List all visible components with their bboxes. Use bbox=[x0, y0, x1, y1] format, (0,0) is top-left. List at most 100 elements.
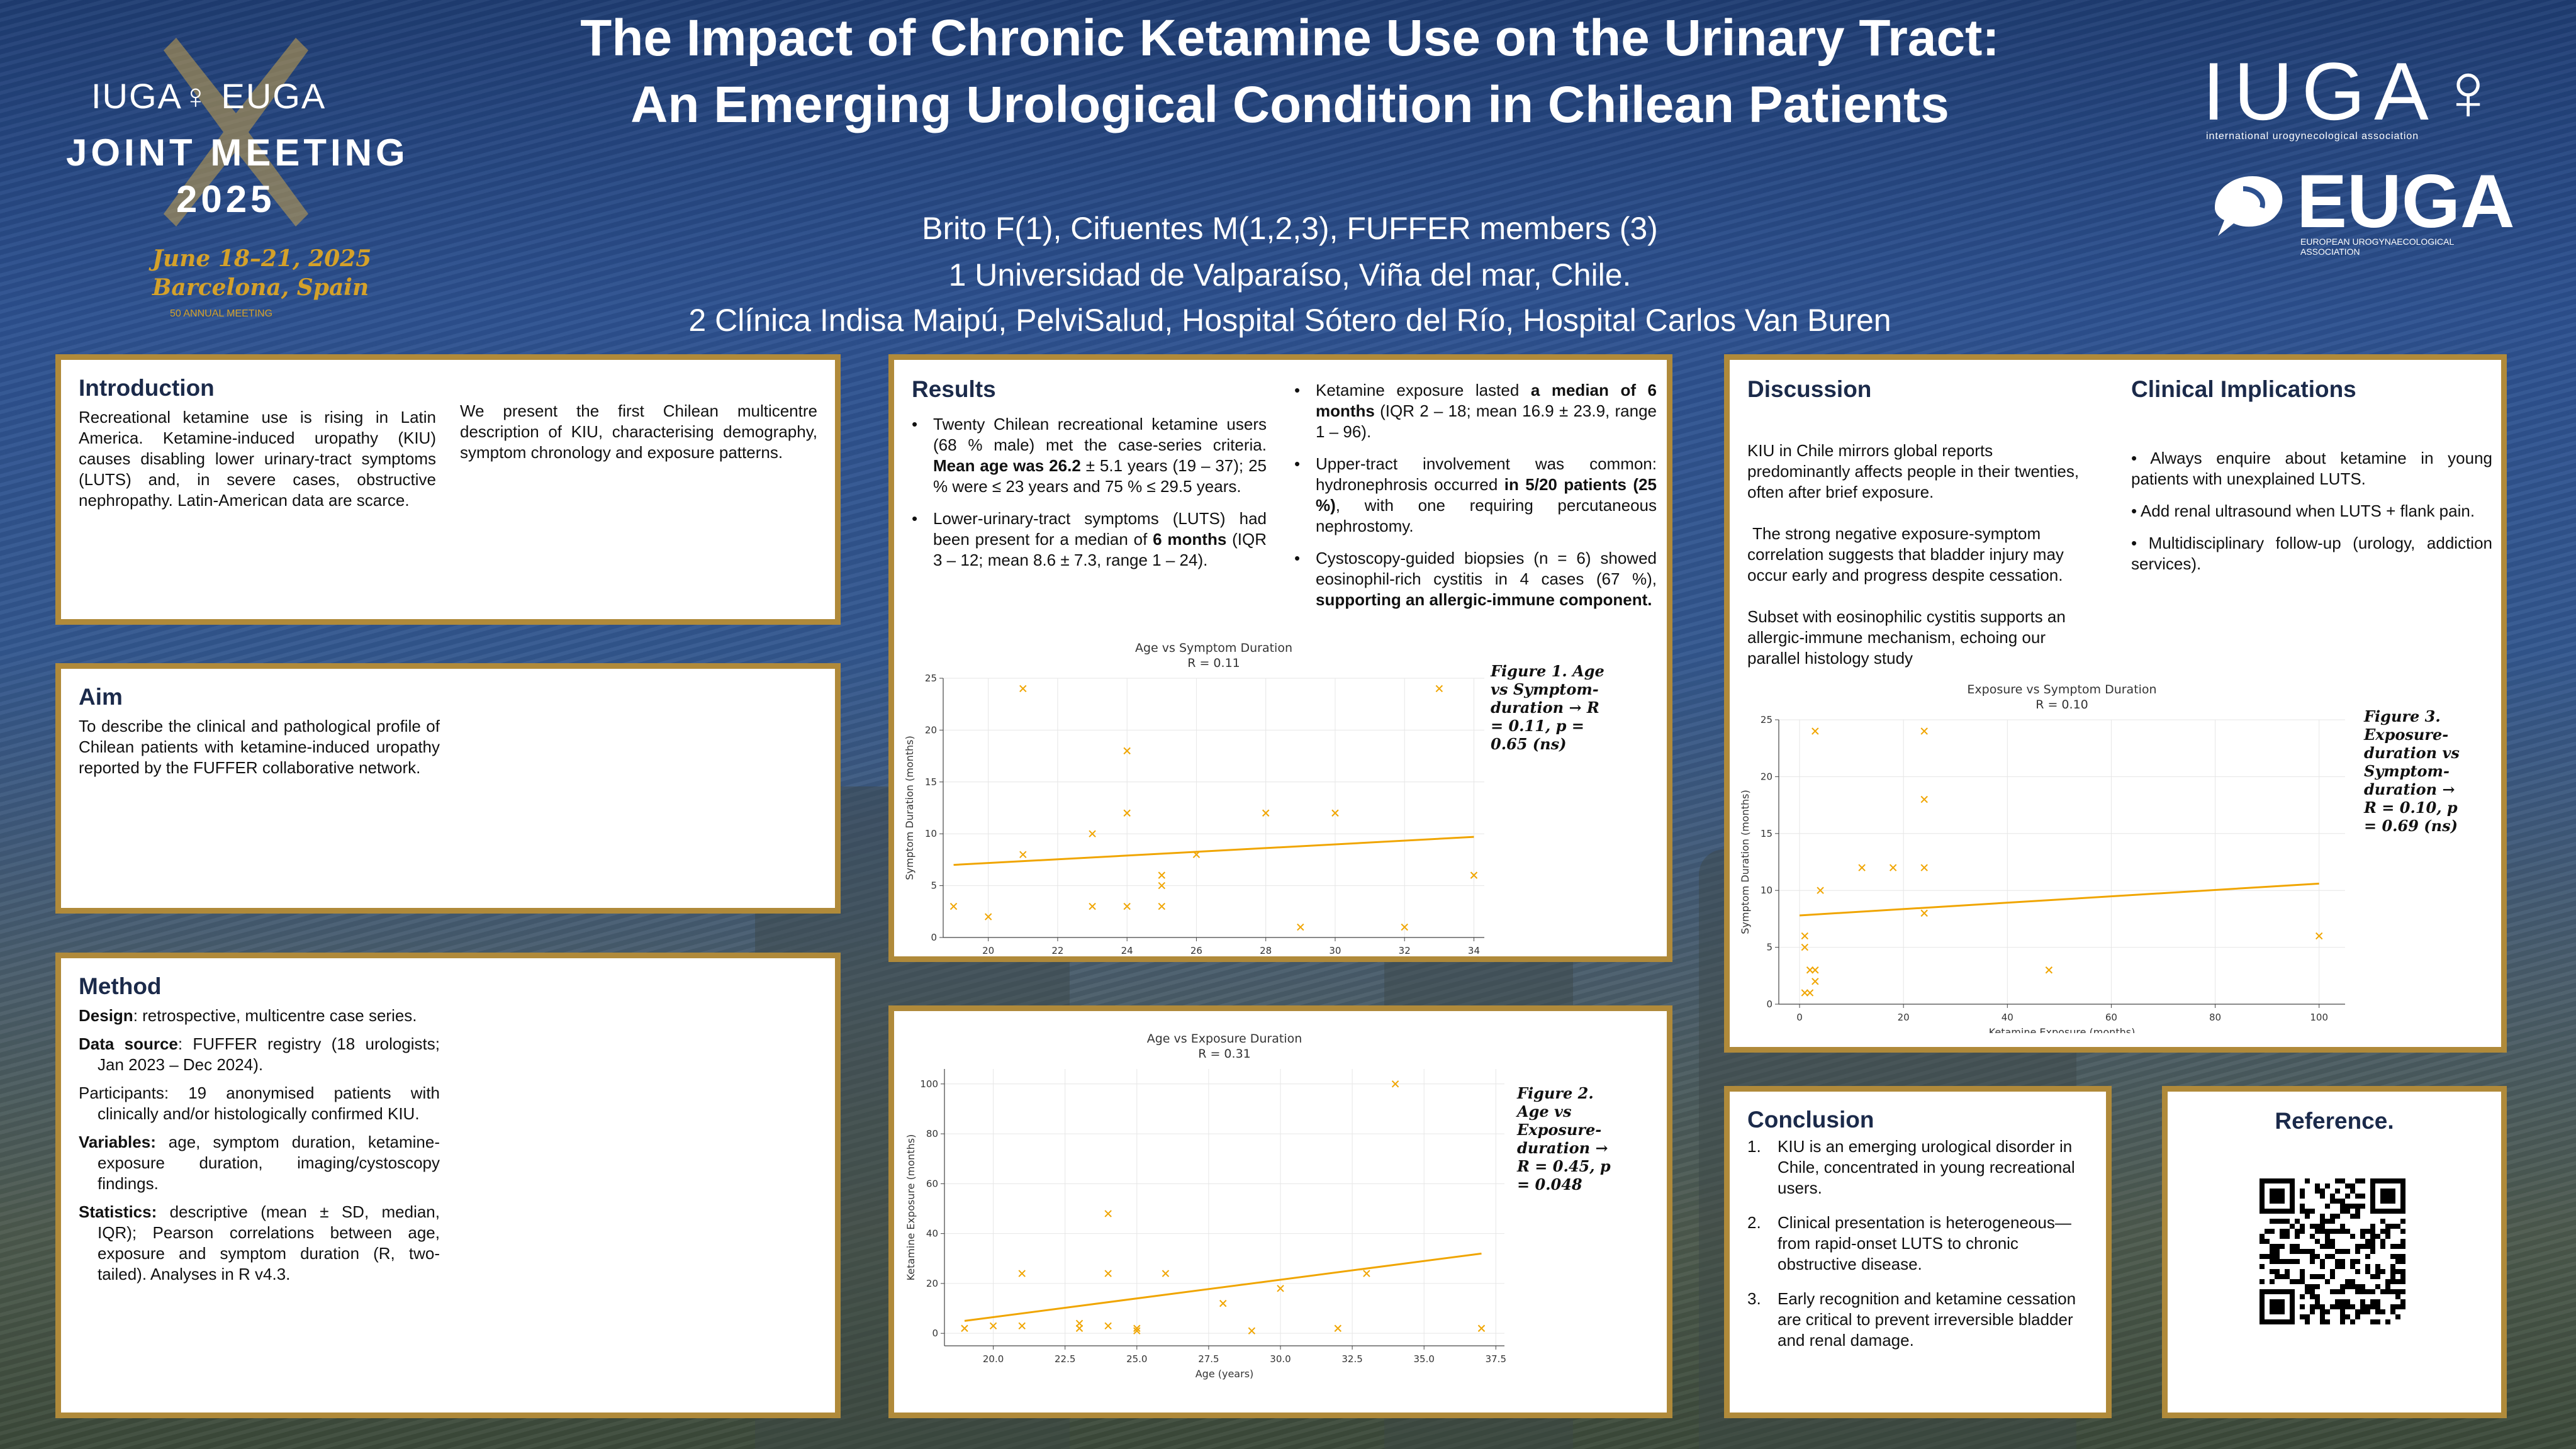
data-point bbox=[1363, 1270, 1370, 1277]
qr-module bbox=[2285, 1269, 2290, 1274]
y-tick-label: 60 bbox=[926, 1178, 938, 1189]
qr-module bbox=[2280, 1244, 2285, 1249]
qr-module bbox=[2370, 1244, 2375, 1249]
y-tick-label: 5 bbox=[931, 880, 937, 892]
qr-module bbox=[2280, 1259, 2285, 1264]
y-tick-label: 0 bbox=[932, 1328, 938, 1339]
qr-module bbox=[2305, 1214, 2310, 1219]
qr-module bbox=[2310, 1224, 2315, 1229]
data-point bbox=[1018, 1322, 1026, 1329]
y-tick-label: 20 bbox=[925, 724, 937, 736]
qr-module bbox=[2325, 1309, 2330, 1314]
qr-module bbox=[2340, 1224, 2345, 1229]
method-participants: Participants: 19 anonymised patients wit… bbox=[79, 1083, 440, 1123]
chart-subtitle: R = 0.31 bbox=[1198, 1047, 1251, 1061]
qr-module bbox=[2360, 1204, 2365, 1209]
qr-module bbox=[2345, 1249, 2350, 1254]
qr-module bbox=[2260, 1279, 2265, 1284]
qr-module bbox=[2400, 1254, 2405, 1259]
x-tick-label: 60 bbox=[2105, 1012, 2117, 1023]
qr-module bbox=[2400, 1219, 2405, 1224]
qr-module bbox=[2350, 1183, 2355, 1189]
iuga-euga-logo: IUGA♀ international urogynecological ass… bbox=[2202, 45, 2515, 264]
data-point bbox=[1920, 795, 1928, 803]
method-title: Method bbox=[79, 973, 162, 999]
qr-module bbox=[2375, 1264, 2380, 1269]
qr-module bbox=[2330, 1239, 2335, 1244]
data-point bbox=[1920, 864, 1928, 871]
qr-module bbox=[2275, 1219, 2280, 1224]
results-title: Results bbox=[912, 376, 996, 402]
qr-module bbox=[2285, 1259, 2290, 1264]
qr-module bbox=[2385, 1279, 2390, 1284]
qr-module bbox=[2280, 1229, 2285, 1234]
qr-module bbox=[2310, 1274, 2315, 1279]
x-tick-label: 37.5 bbox=[1486, 1353, 1506, 1365]
iuga-wordmark: IUGA♀ bbox=[2202, 45, 2508, 137]
discussion-paragraph: The strong negative exposure-symptom cor… bbox=[1747, 524, 2064, 585]
x-tick-label: 22.5 bbox=[1055, 1353, 1075, 1365]
data-point bbox=[1297, 923, 1304, 931]
qr-module bbox=[2340, 1249, 2345, 1254]
qr-module bbox=[2300, 1189, 2305, 1194]
qr-module bbox=[2390, 1264, 2395, 1269]
qr-module bbox=[2325, 1183, 2330, 1189]
figure-2-caption: Figure 2. Age vs Exposure-duration → R =… bbox=[1517, 1084, 1611, 1194]
qr-module bbox=[2395, 1294, 2400, 1299]
clinical-implications-title: Clinical Implications bbox=[2131, 376, 2356, 402]
introduction-panel: Introduction Recreational ketamine use i… bbox=[55, 354, 841, 625]
reference-title: Reference. bbox=[2275, 1108, 2394, 1134]
qr-module bbox=[2390, 1254, 2395, 1259]
y-tick-label: 10 bbox=[1761, 885, 1772, 896]
qr-module bbox=[2270, 1249, 2275, 1254]
conclusion-list: KIU is an emerging urological disorder i… bbox=[1747, 1136, 2088, 1351]
data-point bbox=[1920, 727, 1928, 735]
qr-module bbox=[2290, 1224, 2295, 1229]
qr-module bbox=[2400, 1269, 2405, 1274]
x-axis-label: Age (years) bbox=[1196, 1368, 1254, 1380]
qr-module bbox=[2275, 1244, 2280, 1249]
qr-module bbox=[2380, 1239, 2385, 1244]
qr-module bbox=[2270, 1279, 2275, 1284]
result-item: Upper-tract involvement was common: hydr… bbox=[1292, 454, 1657, 537]
qr-module bbox=[2345, 1229, 2350, 1234]
qr-code-icon[interactable] bbox=[2260, 1178, 2405, 1324]
y-tick-label: 80 bbox=[926, 1128, 938, 1139]
figure-2-panel: Age vs Exposure Duration R = 0.31 20.0 22.5… bbox=[888, 1005, 1672, 1418]
qr-module bbox=[2320, 1274, 2325, 1279]
euga-wordmark: EUGA bbox=[2297, 159, 2515, 243]
qr-module bbox=[2315, 1183, 2320, 1189]
data-point bbox=[2316, 932, 2323, 940]
data-point bbox=[1334, 1324, 1341, 1332]
qr-module bbox=[2395, 1244, 2400, 1249]
y-tick-label: 25 bbox=[1761, 714, 1772, 725]
data-point bbox=[1133, 1327, 1141, 1334]
qr-module bbox=[2320, 1229, 2325, 1234]
y-tick-label: 20 bbox=[926, 1278, 938, 1289]
data-point bbox=[1192, 851, 1201, 858]
qr-module bbox=[2355, 1194, 2360, 1199]
chart-title: Exposure vs Symptom Duration bbox=[1967, 683, 2156, 697]
joint-meeting-logo: IUGA♀ EUGA JOINT MEETING 2025 June 18–21… bbox=[57, 38, 409, 340]
qr-module bbox=[2365, 1289, 2370, 1294]
qr-module bbox=[2335, 1249, 2340, 1254]
qr-module bbox=[2320, 1189, 2325, 1194]
qr-module bbox=[2395, 1254, 2400, 1259]
y-tick-label: 10 bbox=[925, 828, 937, 839]
qr-module bbox=[2365, 1239, 2370, 1244]
qr-module bbox=[2310, 1309, 2315, 1314]
qr-module bbox=[2400, 1244, 2405, 1249]
qr-module bbox=[2375, 1299, 2380, 1304]
method-panel: Method Design: retrospective, multicentr… bbox=[55, 953, 841, 1418]
qr-module bbox=[2330, 1289, 2335, 1294]
qr-module bbox=[2315, 1284, 2320, 1289]
qr-module bbox=[2370, 1274, 2375, 1279]
qr-module bbox=[2320, 1259, 2325, 1264]
data-point bbox=[961, 1324, 968, 1332]
qr-module bbox=[2390, 1279, 2395, 1284]
clinical-item: • Always enquire about ketamine in young… bbox=[2131, 449, 2492, 488]
discussion-text: KIU in Chile mirrors global reports pred… bbox=[1747, 440, 2100, 669]
qr-module bbox=[2325, 1279, 2330, 1284]
